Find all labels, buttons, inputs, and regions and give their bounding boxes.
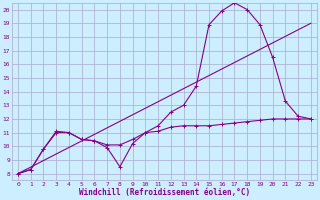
X-axis label: Windchill (Refroidissement éolien,°C): Windchill (Refroidissement éolien,°C) [79,188,250,197]
